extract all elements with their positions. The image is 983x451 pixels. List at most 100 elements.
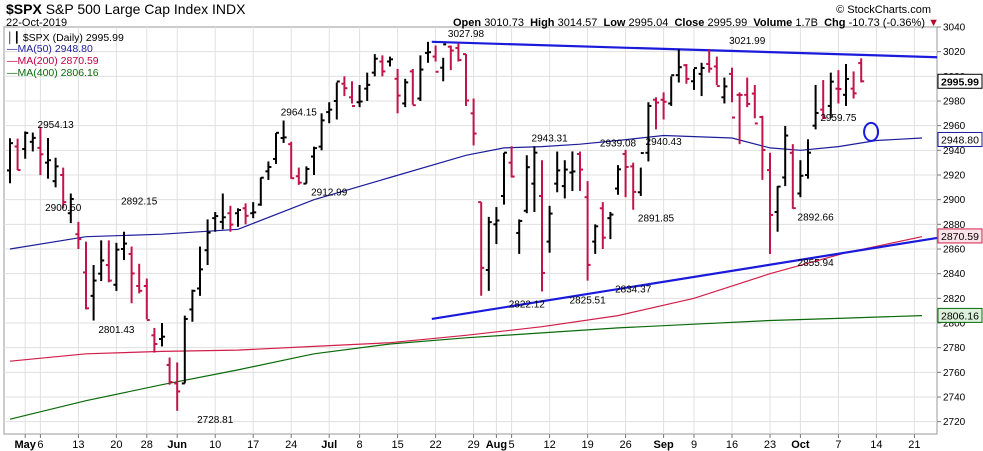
ohlc-bar	[736, 92, 743, 145]
price-annotation: 2834.37	[615, 285, 652, 296]
ohlc-bar	[508, 146, 515, 178]
ohlc-bar	[364, 72, 371, 101]
ohlc-bar	[303, 166, 310, 185]
exchange: INDX	[212, 1, 246, 17]
ohlc-bar	[143, 278, 150, 322]
ohlc-bar	[67, 193, 74, 224]
ohlc-bar	[767, 152, 773, 255]
ohlc-bar	[812, 84, 819, 130]
ohlc-bar	[295, 167, 302, 185]
price-annotation: 2825.51	[570, 296, 607, 307]
ohlc-bar	[219, 193, 226, 230]
ohlc-bar	[698, 62, 705, 97]
price-annotation: 2943.31	[532, 133, 569, 144]
ohlc-bar	[151, 327, 158, 353]
trendline	[431, 40, 938, 59]
volume-value: 1.7B	[795, 17, 818, 29]
ohlc-bar	[850, 71, 857, 99]
price-annotation: 2855.94	[798, 258, 835, 269]
x-tick-label: 9	[691, 439, 697, 451]
ohlc-bar	[485, 216, 492, 291]
y-tick-label: 2820	[943, 294, 966, 305]
y-tick-label: 2720	[943, 417, 966, 428]
ohlc-bar	[52, 157, 59, 188]
x-tick-label: 19	[581, 439, 593, 451]
x-tick-label: 24	[285, 439, 297, 451]
legend-price: │┃ $SPX (Daily) 2995.99	[7, 32, 124, 44]
x-tick-label: 21	[908, 439, 920, 451]
ma50-line	[9, 134, 923, 250]
bar-chart-icon: │┃	[7, 32, 20, 44]
ohlc-bar	[478, 201, 485, 296]
y-tick-label: 2800	[943, 319, 966, 330]
ohlc-bar	[75, 221, 82, 249]
ohlc-bar	[546, 205, 553, 253]
price-annotation: 3027.98	[448, 29, 485, 40]
ohlc-bar	[463, 53, 469, 106]
price-annotation: 2954.13	[38, 120, 75, 131]
value-tag-label: 2806.16	[941, 310, 979, 322]
y-tick-label: 2900	[943, 195, 966, 206]
y-tick-label: 3020	[943, 47, 966, 58]
ohlc-bar	[615, 165, 621, 195]
ohlc-bar	[653, 97, 659, 130]
ohlc-bar	[531, 146, 538, 212]
y-tick-label: 2980	[943, 97, 966, 108]
ohlc-bar	[311, 146, 317, 175]
x-tick-label: Jun	[167, 439, 187, 451]
x-tick-label: Aug	[486, 439, 507, 451]
ohlc-bar	[455, 43, 462, 62]
y-tick-label: 2840	[943, 269, 966, 280]
price-annotation: 2891.85	[638, 214, 675, 225]
x-tick-label: 23	[764, 439, 776, 451]
ohlc-bar	[174, 362, 181, 411]
ohlc-bar	[257, 176, 264, 206]
ohlc-bar	[668, 74, 675, 106]
trendline	[431, 236, 938, 321]
x-tick-label: 6	[37, 439, 43, 451]
ohlc-bar	[858, 58, 865, 83]
x-tick-label: 15	[391, 439, 403, 451]
legend-price-label: $SPX (Daily) 2995.99	[22, 32, 124, 44]
ohlc-bar	[554, 151, 561, 193]
ohlc-bar	[60, 167, 67, 209]
legend-ma50: —MA(50) 2948.80	[7, 43, 93, 55]
y-tick-label: 2920	[943, 171, 966, 182]
x-tick-label: 12	[543, 439, 555, 451]
close-label: Close	[674, 17, 705, 29]
price-annotation: 2964.15	[281, 108, 318, 119]
ohlc-bar	[539, 160, 545, 292]
ma200-line	[9, 236, 923, 362]
ohlc-bar	[45, 138, 51, 179]
x-tick-label: 5	[509, 439, 515, 451]
high-label: High	[530, 17, 555, 29]
ohlc-bar	[14, 138, 21, 172]
high-value: 3014.57	[557, 17, 598, 29]
ohlc-bar	[447, 45, 454, 71]
ohlc-bar	[212, 212, 219, 232]
ohlc-bar	[29, 132, 36, 152]
y-tick-label: 2780	[943, 343, 966, 354]
ohlc-bar	[843, 64, 849, 106]
ohlc-bar	[22, 131, 29, 159]
price-annotation: 2900.50	[45, 203, 82, 214]
x-tick-label: 20	[110, 439, 122, 451]
ohlc-bar	[105, 240, 112, 283]
open-label: Open	[453, 17, 482, 29]
close-value: 2995.99	[707, 17, 748, 29]
ohlc-bar	[197, 246, 203, 296]
value-tag	[937, 73, 983, 89]
ohlc-bar	[341, 76, 348, 97]
y-tick-label: 2880	[943, 220, 966, 231]
ohlc-bar	[394, 68, 401, 114]
symbol: $SPX	[6, 1, 42, 17]
index-name: S&P 500 Large Cap Index	[45, 1, 209, 17]
ohlc-bar	[280, 120, 287, 143]
price-annotation: 2892.15	[121, 196, 158, 207]
x-tick-label: 26	[619, 439, 631, 451]
line-swatch-icon: —	[7, 55, 18, 67]
price-annotation: 2912.99	[311, 188, 348, 199]
ohlc-bar	[599, 202, 606, 249]
legend-ma400: —MA(400) 2806.16	[7, 67, 99, 79]
